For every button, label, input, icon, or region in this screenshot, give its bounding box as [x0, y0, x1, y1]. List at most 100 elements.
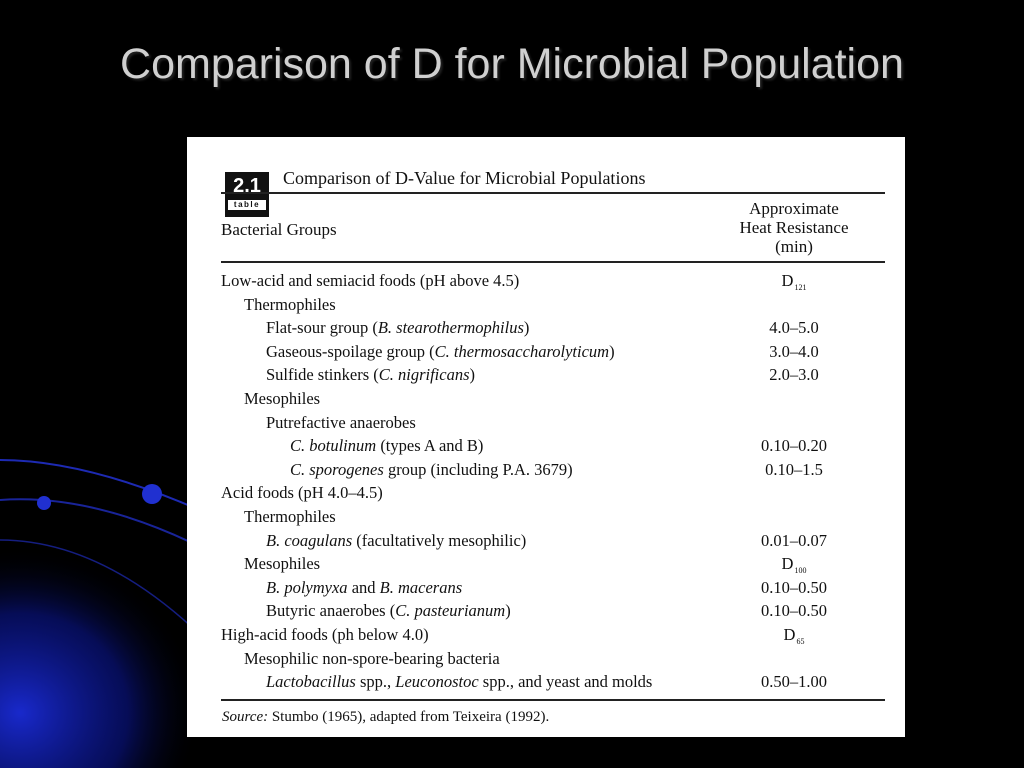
row-label-text: Acid foods (pH 4.0–4.5) — [221, 483, 383, 503]
row-label-text: Low-acid and semiacid foods (pH above 4.… — [221, 271, 520, 290]
row-label: Gaseous-spoilage group (C. thermosacchar… — [266, 340, 615, 364]
row-value: 0.50–1.00 — [723, 670, 865, 694]
row-value: 4.0–5.0 — [723, 316, 865, 340]
row-label-text: Putrefactive anaerobes — [266, 412, 416, 432]
row-label-text: ) — [469, 365, 476, 385]
row-value-text: 0.10–0.50 — [761, 577, 827, 597]
row-value-text: 0.10–0.50 — [761, 601, 827, 621]
row-label-text: (types A and B) — [376, 436, 484, 456]
table-badge: 2.1 table — [225, 172, 269, 217]
table-row: Mesophiles — [187, 387, 905, 411]
table-row: Thermophiles — [187, 293, 905, 317]
row-label: Mesophiles — [244, 387, 320, 411]
row-label: Mesophiles — [244, 552, 320, 576]
row-label-italic: C. pasteurianum — [395, 601, 506, 621]
table-row: Gaseous-spoilage group (C. thermosacchar… — [187, 340, 905, 364]
row-label-text: Sulfide stinkers ( — [266, 365, 379, 385]
table-title: Comparison of D-Value for Microbial Popu… — [283, 168, 646, 188]
row-label: C. botulinum (types A and B) — [290, 434, 483, 458]
column-header-heat-resistance: Approximate Heat Resistance (min) — [713, 199, 875, 256]
row-label: Acid foods (pH 4.0–4.5) — [221, 481, 383, 505]
table-row: Putrefactive anaerobes — [187, 411, 905, 435]
bottom-rule — [221, 699, 885, 701]
row-label-italic: Leuconostoc — [395, 672, 479, 692]
table-row: Butyric anaerobes (C. pasteurianum) 0.10–… — [187, 599, 905, 623]
row-label-text: High-acid foods (ph below 4.0) — [221, 624, 429, 644]
row-label-text: spp., and yeast and molds — [478, 672, 653, 692]
row-label: Low-acid and semiacid foods (pH above 4.… — [221, 269, 519, 293]
row-value-text: D — [783, 624, 796, 644]
table-badge-word: table — [228, 200, 266, 210]
row-label-italic: C. botulinum — [290, 436, 377, 456]
row-label-text: ) — [505, 601, 511, 621]
column-header-line: Approximate — [749, 199, 839, 218]
row-label-italic: C. nigrificans — [378, 365, 470, 385]
row-label-text: Thermophiles — [244, 294, 336, 314]
row-label-text: ) — [523, 318, 530, 338]
row-value: 3.0–4.0 — [723, 340, 865, 364]
row-label-text: group (including P.A. 3679) — [383, 459, 573, 479]
row-value: 0.01–0.07 — [723, 529, 865, 553]
row-label: Lactobacillus spp., Leuconostoc spp., an… — [266, 670, 652, 694]
row-label: Flat-sour group (B. stearothermophilus) — [266, 316, 529, 340]
row-label: B. polymyxa and B. macerans — [266, 576, 462, 600]
row-value: D100 — [723, 552, 865, 583]
row-value-text: D — [781, 271, 794, 290]
row-value: 0.10–0.50 — [723, 599, 865, 623]
row-value: D121 — [723, 269, 865, 300]
row-label-italic: B. coagulans — [266, 530, 353, 550]
row-label-text: ) — [609, 341, 615, 361]
row-label-text: Thermophiles — [244, 506, 336, 526]
row-label: Putrefactive anaerobes — [266, 411, 416, 435]
row-value: 0.10–1.5 — [723, 458, 865, 482]
column-header-line: Heat Resistance — [739, 218, 849, 237]
row-label: High-acid foods (ph below 4.0) — [221, 623, 429, 647]
row-value-text: 3.0–4.0 — [769, 341, 819, 361]
table-row: B. coagulans (facultatively mesophilic) 0… — [187, 529, 905, 553]
table-row: Mesophilic non-spore-bearing bacteria — [187, 647, 905, 671]
row-label-text: spp., — [355, 672, 396, 692]
row-value: 0.10–0.20 — [723, 434, 865, 458]
table-row: Acid foods (pH 4.0–4.5) — [187, 481, 905, 505]
row-label: Mesophilic non-spore-bearing bacteria — [244, 647, 500, 671]
row-label-text: and — [347, 577, 380, 597]
table-badge-number: 2.1 — [233, 175, 261, 197]
row-value-text: 0.01–0.07 — [761, 530, 827, 550]
table-row: Sulfide stinkers (C. nigrificans) 2.0–3.0 — [187, 363, 905, 387]
row-label: Thermophiles — [244, 293, 336, 317]
row-label-text: Gaseous-spoilage group ( — [266, 341, 435, 361]
table-row: Lactobacillus spp., Leuconostoc spp., an… — [187, 670, 905, 694]
table-source: Source: Stumbo (1965), adapted from Teix… — [222, 707, 549, 727]
row-label: Thermophiles — [244, 505, 336, 529]
row-label-italic: B. polymyxa — [266, 577, 348, 597]
table-row: C. sporogenes group (including P.A. 3679… — [187, 458, 905, 482]
column-header-bacterial-groups: Bacterial Groups — [221, 220, 337, 239]
column-header-line: (min) — [775, 237, 813, 256]
table-row: B. polymyxa and B. macerans 0.10–0.50 — [187, 576, 905, 600]
row-label-italic: Lactobacillus — [266, 672, 356, 692]
row-label-text: (facultatively mesophilic) — [352, 530, 527, 550]
row-label-italic: B. macerans — [379, 577, 463, 597]
row-label: B. coagulans (facultatively mesophilic) — [266, 529, 526, 553]
row-value: D65 — [723, 623, 865, 654]
source-label: Source: — [222, 709, 269, 725]
top-rule — [221, 192, 885, 194]
row-value-text: D — [781, 554, 794, 574]
table-row: Mesophiles D100 — [187, 552, 905, 576]
row-label: Butyric anaerobes (C. pasteurianum) — [266, 599, 511, 623]
table-row: Flat-sour group (B. stearothermophilus) 4… — [187, 316, 905, 340]
row-value: 2.0–3.0 — [723, 363, 865, 387]
row-value-text: 0.10–0.20 — [761, 436, 827, 456]
table-row: C. botulinum (types A and B) 0.10–0.20 — [187, 434, 905, 458]
row-value-text: 2.0–3.0 — [769, 365, 819, 385]
table-panel: 2.1 table Comparison of D-Value for Micr… — [187, 137, 905, 737]
row-label-italic: C. sporogenes — [290, 459, 384, 479]
row-label: C. sporogenes group (including P.A. 3679… — [290, 458, 573, 482]
row-label-text: Butyric anaerobes ( — [266, 601, 396, 621]
row-label-text: Flat-sour group ( — [266, 318, 378, 338]
row-label-text: Mesophiles — [244, 554, 321, 574]
row-value: 0.10–0.50 — [723, 576, 865, 600]
row-label-italic: C. thermosaccharolyticum — [434, 341, 610, 361]
row-value-subscript: 65 — [796, 636, 805, 646]
table-row: High-acid foods (ph below 4.0) D65 — [187, 623, 905, 647]
